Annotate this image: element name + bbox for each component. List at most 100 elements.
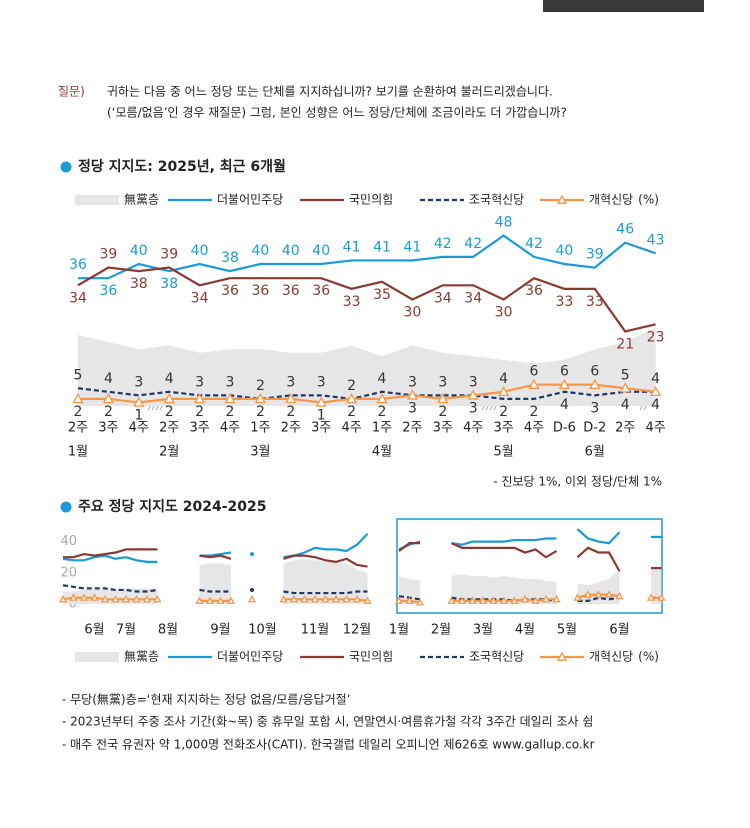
data-label: 2: [347, 378, 356, 394]
data-label: 40: [555, 243, 573, 259]
marker: [254, 393, 267, 404]
data-label: 36: [525, 283, 543, 299]
data-label: 2: [347, 404, 356, 420]
marker: [153, 594, 162, 603]
data-label: 40: [191, 243, 209, 259]
data-label: 3: [408, 374, 417, 390]
x-tick-label: 3주: [98, 421, 118, 436]
data-label: 3: [195, 374, 204, 390]
data-label: 5: [621, 367, 630, 383]
data-label: 36: [69, 257, 87, 273]
data-label: 3: [226, 374, 235, 390]
marker: [589, 378, 601, 389]
area: [283, 558, 368, 604]
marker: [279, 594, 288, 603]
x-tick-label: 2주: [281, 421, 301, 436]
x-tick-label: 4주: [524, 421, 544, 436]
legend-label: 조국혁신당: [469, 650, 524, 664]
marker: [604, 590, 614, 598]
marker: [646, 593, 656, 601]
data-label: 4: [104, 371, 113, 387]
marker: [657, 593, 666, 601]
marker: [619, 382, 631, 393]
marker: [226, 596, 236, 604]
marker: [216, 596, 225, 604]
line: [576, 546, 621, 572]
question-line: 귀하는 다음 중 어느 정당 또는 단체를 지지하십니까? 보기를 순환하여 불…: [107, 85, 553, 99]
x-tick-label: 2월: [431, 623, 451, 638]
data-label: 3: [408, 400, 417, 416]
x-tick-label: 5월: [557, 623, 577, 638]
x-tick-label: 4주: [220, 421, 240, 436]
data-label: 36: [99, 283, 117, 299]
legend-swatch: [75, 652, 119, 662]
marker: [79, 593, 89, 601]
legend-marker: [556, 651, 568, 661]
line: [451, 542, 558, 559]
month-label: 6월: [585, 445, 605, 460]
data-label: 4: [621, 397, 630, 413]
heading-dot: [60, 161, 72, 173]
data-label: 34: [464, 290, 482, 306]
x-tick-label: 4주: [463, 421, 483, 436]
x-tick-label: 6월: [84, 623, 104, 638]
marker: [594, 590, 603, 598]
marker: [310, 594, 320, 603]
line: [451, 537, 557, 546]
data-label: 2: [104, 404, 113, 420]
area: [651, 566, 662, 604]
line: [62, 554, 158, 563]
legend-unit: (%): [638, 650, 659, 664]
marker: [163, 393, 175, 404]
x-tick-label: 1주: [250, 421, 270, 436]
data-label: 3: [317, 374, 326, 390]
area: [399, 575, 420, 604]
data-label: 4: [165, 371, 174, 387]
legend-label: 개혁신당: [589, 193, 633, 207]
line: [77, 387, 656, 401]
marker: [142, 594, 152, 603]
line: [577, 596, 620, 602]
marker: [102, 393, 115, 404]
data-label: 46: [616, 222, 634, 238]
question-label: 질문): [58, 85, 85, 99]
data-label: 3: [438, 374, 447, 390]
data-label: 40: [312, 243, 330, 259]
data-label: 38: [160, 276, 178, 292]
line: [62, 596, 158, 601]
y-tick-label: 20: [60, 565, 77, 580]
x-tick-label: 11월: [301, 623, 330, 638]
data-label: 6: [530, 364, 539, 380]
point: [250, 587, 254, 592]
area: [78, 327, 656, 406]
marker: [415, 598, 425, 606]
x-tick-label: 3주: [493, 421, 513, 436]
data-label: 36: [312, 283, 330, 299]
data-label: 2: [165, 404, 174, 420]
marker: [520, 594, 530, 603]
marker: [121, 594, 131, 603]
marker: [406, 389, 419, 400]
data-label: 5: [74, 367, 83, 383]
x-tick-label: 2주: [402, 421, 422, 436]
data-label: 30: [403, 305, 421, 321]
marker: [132, 594, 141, 603]
footnote: - 2023년부터 주중 조사 기간(화~목) 중 휴무일 포함 시, 연말연시…: [62, 715, 593, 729]
data-label: 1: [317, 407, 326, 423]
marker: [195, 596, 204, 604]
x-tick-label: 4주: [129, 421, 149, 436]
marker: [394, 596, 404, 604]
marker: [615, 591, 624, 600]
legend-label: 더불어민주당: [217, 193, 283, 207]
data-label: 33: [586, 294, 604, 310]
data-label: 39: [586, 247, 604, 263]
legend-label: 국민의힘: [349, 650, 393, 664]
chart-note: - 진보당 1%, 이외 정당/단체 1%: [493, 475, 662, 489]
line: [77, 266, 656, 333]
legend-unit: (%): [638, 193, 659, 207]
question-line: (‘모름/없음’인 경우 재질문) 그럼, 본인 성향은 어느 정당/단체에 조…: [107, 106, 567, 120]
y-tick-label: 40: [60, 534, 77, 549]
marker: [224, 393, 236, 404]
x-tick-label: 3월: [473, 623, 493, 638]
